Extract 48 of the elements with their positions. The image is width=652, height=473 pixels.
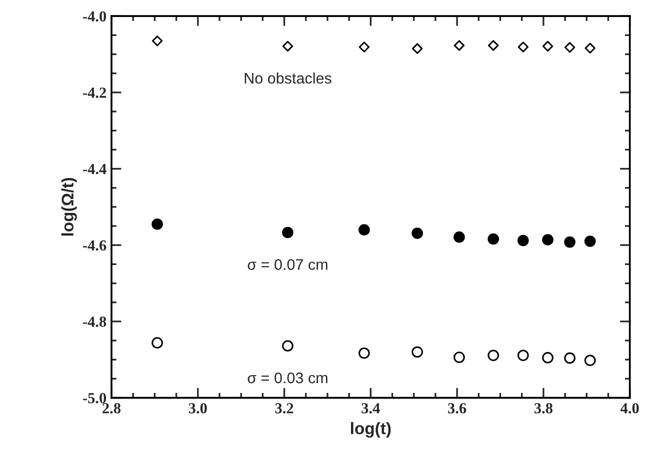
y-tick-label: -4.6 [83, 240, 106, 251]
x-tick-label: 2.8 [102, 403, 121, 414]
x-axis-title: log(t) [351, 422, 391, 438]
point [412, 346, 423, 358]
point [517, 350, 529, 362]
x-tick-label: 3.2 [275, 403, 294, 414]
point [488, 233, 500, 245]
point [454, 231, 465, 243]
point [152, 218, 163, 230]
point [282, 40, 294, 52]
point [412, 228, 423, 239]
point [564, 236, 576, 248]
point [152, 36, 163, 46]
point [488, 40, 499, 51]
y-tick-label: -4.2 [83, 88, 106, 98]
y-tick-label: -4.8 [83, 316, 106, 327]
point [584, 236, 596, 247]
x-tick-label: 3.4 [362, 403, 380, 414]
point [564, 352, 576, 364]
y-axis-title: log(Ω/t) [61, 178, 77, 236]
series-label: σ = 0.07 cm [248, 259, 328, 270]
point [412, 43, 423, 54]
series-label: σ = 0.03 cm [248, 372, 328, 384]
point [488, 350, 500, 362]
point [358, 42, 370, 52]
series-label: No obstacles [244, 72, 332, 84]
point [282, 226, 294, 238]
point [542, 40, 554, 52]
point [584, 354, 596, 366]
point [282, 340, 294, 352]
point [358, 224, 370, 236]
point [542, 352, 554, 364]
y-tick-label: -4.4 [83, 164, 106, 174]
x-tick-label: 3.0 [188, 403, 207, 414]
point [542, 234, 554, 246]
point [454, 352, 465, 364]
point [152, 337, 163, 348]
x-tick-label: 3.8 [534, 403, 552, 414]
point [358, 347, 370, 359]
y-tick-label: -4.0 [83, 11, 106, 22]
point [564, 42, 576, 53]
point [518, 42, 529, 52]
point [584, 42, 596, 54]
x-tick-label: 4.0 [620, 403, 639, 414]
point [454, 40, 465, 51]
point [517, 234, 529, 246]
x-tick-label: 3.6 [448, 403, 466, 414]
y-tick-label: -5.0 [83, 392, 106, 404]
